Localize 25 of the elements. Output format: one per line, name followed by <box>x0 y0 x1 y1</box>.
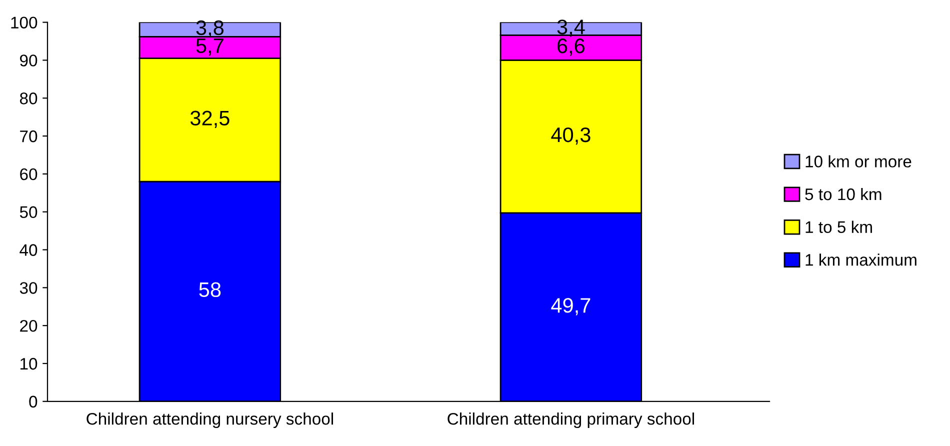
y-tick-label: 80 <box>20 92 38 104</box>
y-tick-label: 90 <box>20 54 38 66</box>
y-tick-label: 30 <box>20 282 38 294</box>
data-label: 32,5 <box>190 110 230 128</box>
y-tick-label: 40 <box>20 244 38 256</box>
y-tick-label: 70 <box>20 130 38 142</box>
data-label: 58 <box>199 282 221 298</box>
x-tick-label: Children attending primary school <box>448 412 694 428</box>
data-label: 3,4 <box>557 20 585 37</box>
y-tick-label: 100 <box>11 16 38 29</box>
data-label: 40,3 <box>551 127 590 145</box>
legend-label: 5 to 10 km <box>805 188 882 200</box>
data-label: 3,8 <box>196 20 224 38</box>
x-tick-label: Children attending nursery school <box>86 412 333 428</box>
data-label: 49,7 <box>551 298 590 316</box>
legend-label: 10 km or more <box>806 155 912 168</box>
y-tick-label: 0 <box>29 396 38 408</box>
data-label: 6,6 <box>558 38 585 56</box>
y-tick-label: 20 <box>20 320 38 332</box>
legend-label: 1 to 5 km <box>806 220 872 234</box>
y-tick-label: 10 <box>20 358 38 370</box>
y-tick-label: 50 <box>20 206 38 218</box>
data-label: 5,7 <box>196 38 224 56</box>
legend-label: 1 km maximum <box>806 254 916 266</box>
y-tick-label: 60 <box>20 168 38 180</box>
